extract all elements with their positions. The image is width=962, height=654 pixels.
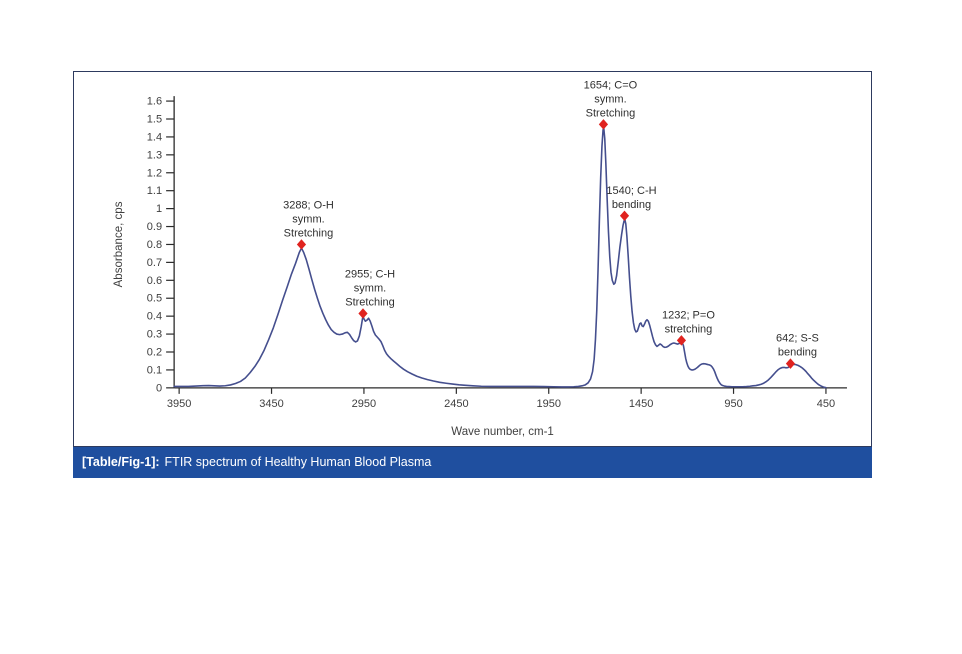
spectrum-line	[173, 127, 827, 389]
peak-annotation-label: symm.	[354, 282, 386, 294]
y-tick-label: 0.9	[147, 221, 162, 233]
peak-annotation-label: Stretching	[345, 296, 395, 308]
y-tick-label: 0.6	[147, 275, 162, 287]
x-tick-label: 450	[817, 398, 835, 410]
peak-annotation-label: 1540; C-H	[606, 185, 656, 197]
y-tick-label: 1.3	[147, 149, 162, 161]
peak-annotation-label: bending	[612, 199, 651, 211]
figure-caption-text: FTIR spectrum of Healthy Human Blood Pla…	[164, 455, 432, 469]
peak-marker-diamond-icon	[676, 335, 687, 346]
y-tick-label: 0.1	[147, 364, 162, 376]
y-tick-label: 0.2	[147, 347, 162, 359]
figure-caption-label: [Table/Fig-1]:	[82, 455, 160, 469]
peak-annotation-label: 1654; C=O	[584, 79, 638, 91]
peak-annotation-label: 2955; C-H	[345, 269, 395, 281]
ftir-spectrum-chart: 1.6 1.5 1.4 1.3 1.2 1.1 1 0.9 0.8 0.7 0.6 0.5 0.4 0.3…	[113, 79, 847, 438]
peak-annotation-label: Stretching	[586, 107, 636, 119]
peak-annotation-label: stretching	[665, 323, 713, 335]
peak-annotation-label: 1232; P=O	[662, 309, 715, 321]
peak-marker-diamond-icon	[619, 210, 630, 221]
figure-caption-bar: [Table/Fig-1]: FTIR spectrum of Healthy …	[73, 447, 872, 478]
x-tick-label: 2950	[352, 398, 376, 410]
x-tick-label: 2450	[444, 398, 468, 410]
x-tick-label: 950	[724, 398, 742, 410]
y-tick-label: 1.6	[147, 96, 162, 108]
x-tick-label: 1450	[629, 398, 653, 410]
y-tick-label: 1.5	[147, 114, 162, 126]
y-tick-label: 0.3	[147, 329, 162, 341]
y-tick-label: 1	[156, 203, 162, 215]
peak-annotation-label: symm.	[594, 93, 626, 105]
ftir-figure: 1.6 1.5 1.4 1.3 1.2 1.1 1 0.9 0.8 0.7 0.6 0.5 0.4 0.3…	[73, 71, 872, 478]
peak-annotation-label: 3288; O-H	[283, 200, 334, 212]
y-tick-label: 0	[156, 382, 162, 394]
plot-area: 1.6 1.5 1.4 1.3 1.2 1.1 1 0.9 0.8 0.7 0.6 0.5 0.4 0.3…	[73, 71, 872, 447]
peak-annotation-label: symm.	[292, 213, 324, 225]
x-tick-label: 3450	[259, 398, 283, 410]
peak-annotation-label: bending	[778, 347, 817, 359]
peak-annotation-label: Stretching	[284, 227, 334, 239]
y-tick-label: 1.4	[147, 131, 162, 143]
y-tick-label: 0.7	[147, 257, 162, 269]
peak-marker-diamond-icon	[296, 239, 307, 250]
x-axis-title: Wave number, cm-1	[451, 426, 554, 438]
y-tick-label: 1.1	[147, 185, 162, 197]
y-tick-label: 0.8	[147, 239, 162, 251]
y-tick-label: 0.5	[147, 293, 162, 305]
peak-annotation-label: 642; S-S	[776, 333, 819, 345]
peak-marker-diamond-icon	[598, 119, 609, 130]
y-tick-label: 1.2	[147, 167, 162, 179]
x-tick-label: 1950	[536, 398, 560, 410]
x-tick-label: 3950	[167, 398, 191, 410]
peak-marker-diamond-icon	[785, 358, 796, 369]
y-axis-title: Absorbance, cps	[113, 201, 125, 287]
y-tick-label: 0.4	[147, 311, 162, 323]
peak-marker-diamond-icon	[358, 308, 368, 319]
